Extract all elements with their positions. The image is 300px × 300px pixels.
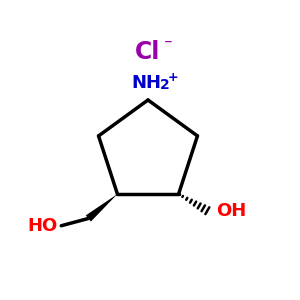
Text: OH: OH <box>217 202 247 220</box>
Text: HO: HO <box>27 217 57 235</box>
Text: +: + <box>168 71 178 84</box>
Text: 2: 2 <box>160 78 170 92</box>
Text: ⁻: ⁻ <box>164 36 173 54</box>
Text: Cl: Cl <box>135 40 161 64</box>
Text: NH: NH <box>131 74 161 92</box>
Polygon shape <box>86 194 117 222</box>
